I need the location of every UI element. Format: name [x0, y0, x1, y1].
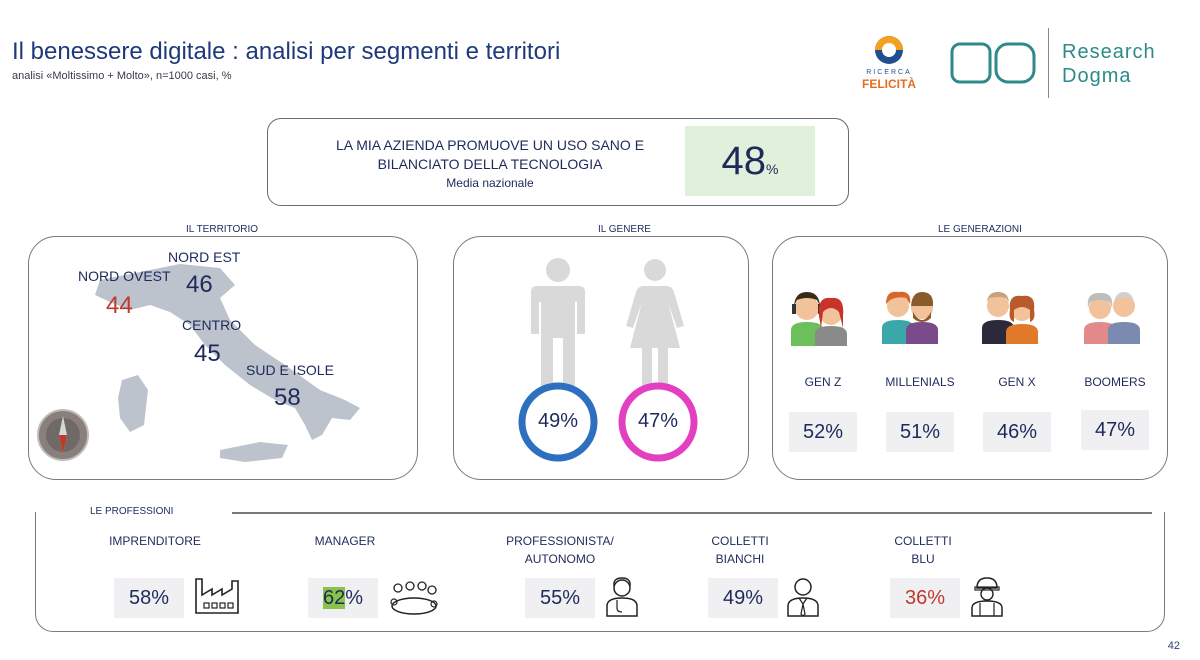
profession-line2: BIANCHI [715, 552, 765, 566]
italy-map [95, 264, 360, 462]
profession-line1: COLLETTI [711, 534, 769, 548]
region-name-nord-ovest: NORD OVEST [78, 268, 171, 284]
white-collar-icon [787, 578, 819, 617]
boomers-label: BOOMERS [1084, 375, 1146, 389]
profession-line2: AUTONOMO [524, 552, 596, 566]
national-average-number: 48 [721, 139, 767, 183]
highlight-text: LA MIA AZIENDA PROMUOVE UN USO SANO E BI… [335, 137, 645, 172]
female-donut [618, 382, 698, 462]
rd-logo [950, 40, 1038, 97]
boomers-value: 47% [1081, 410, 1149, 450]
profession-value-colletti-blu: 36% [890, 578, 960, 618]
gen-z-icon [791, 292, 847, 346]
page-subtitle: analisi «Moltissimo + Molto», n=1000 cas… [12, 70, 232, 82]
profession-name-professionista: PROFESSIONISTA/ AUTONOMO [490, 532, 630, 568]
millenials-label: MILLENIALS [885, 375, 955, 389]
manager-value-highlight: 62 [322, 587, 346, 609]
gen-x-label: GEN X [998, 375, 1036, 389]
female-value: 47% [637, 410, 679, 432]
profession-value-manager: 62% [308, 578, 378, 618]
region-value-sud-isole: 58 [274, 384, 301, 411]
manager-value-unit: % [345, 587, 364, 609]
millenials-icon [882, 291, 938, 344]
factory-icon [195, 578, 239, 614]
national-average-unit: % [766, 161, 779, 177]
national-average-value: 48% [685, 126, 815, 196]
profession-line1: PROFESSIONISTA/ [506, 534, 614, 548]
region-name-sud-isole: SUD E ISOLE [246, 362, 334, 378]
gender-panel [453, 236, 749, 480]
region-value-nord-est: 46 [186, 271, 213, 298]
research-dogma-logo: Research Dogma [1062, 40, 1156, 88]
territory-panel [28, 236, 418, 480]
dogma-text: Dogma [1062, 65, 1132, 87]
highlight-subtext: Media nazionale [446, 176, 534, 190]
generations-panel [772, 236, 1168, 480]
region-value-nord-ovest: 44 [106, 292, 133, 319]
research-text: Research [1062, 41, 1156, 63]
doctor-icon [606, 577, 638, 617]
profession-line1: IMPRENDITORE [109, 534, 201, 548]
profession-line1: COLLETTI [894, 534, 952, 548]
male-value: 49% [537, 410, 579, 432]
gender-label: IL GENERE [590, 224, 659, 235]
professions-panel [35, 512, 1165, 632]
felicita-bottom-text: FELICITÀ [862, 76, 916, 91]
highlight-box [267, 118, 849, 206]
gen-z-value: 52% [789, 412, 857, 452]
page-title: Il benessere digitale : analisi per segm… [12, 38, 561, 65]
profession-name-colletti-blu: COLLETTI BLU [868, 532, 978, 568]
profession-line2: BLU [911, 552, 935, 566]
region-name-nord-est: NORD EST [168, 249, 241, 265]
profession-value-colletti-bianchi: 49% [708, 578, 778, 618]
meeting-icon [390, 581, 438, 615]
professions-label: LE PROFESSIONI [90, 506, 174, 517]
boomers-icon [1084, 292, 1140, 344]
logo-separator [1048, 28, 1049, 98]
professions-top-line [232, 512, 1152, 514]
felicita-top-text: RICERCA [866, 69, 912, 76]
profession-name-colletti-bianchi: COLLETTI BIANCHI [685, 532, 795, 568]
female-icon [626, 259, 684, 386]
profession-line1: MANAGER [314, 534, 376, 548]
millenials-value: 51% [886, 412, 954, 452]
gen-x-icon [982, 292, 1038, 344]
profession-value-professionista: 55% [525, 578, 595, 618]
worker-icon [971, 577, 1003, 617]
male-icon [531, 258, 585, 386]
gen-z-label: GEN Z [804, 375, 842, 389]
generations-label: LE GENERAZIONI [930, 224, 1030, 235]
profession-name-manager: MANAGER [285, 532, 405, 550]
page-number: 42 [1167, 640, 1180, 652]
ricerca-felicita-logo: RICERCA FELICITÀ [855, 32, 935, 96]
region-name-centro: CENTRO [182, 317, 242, 333]
profession-name-imprenditore: IMPRENDITORE [95, 532, 215, 550]
region-value-centro: 45 [194, 340, 221, 367]
territory-label: IL TERRITORIO [178, 224, 267, 235]
gen-x-value: 46% [983, 412, 1051, 452]
profession-value-imprenditore: 58% [114, 578, 184, 618]
compass-icon [37, 409, 89, 461]
male-donut [518, 382, 598, 462]
